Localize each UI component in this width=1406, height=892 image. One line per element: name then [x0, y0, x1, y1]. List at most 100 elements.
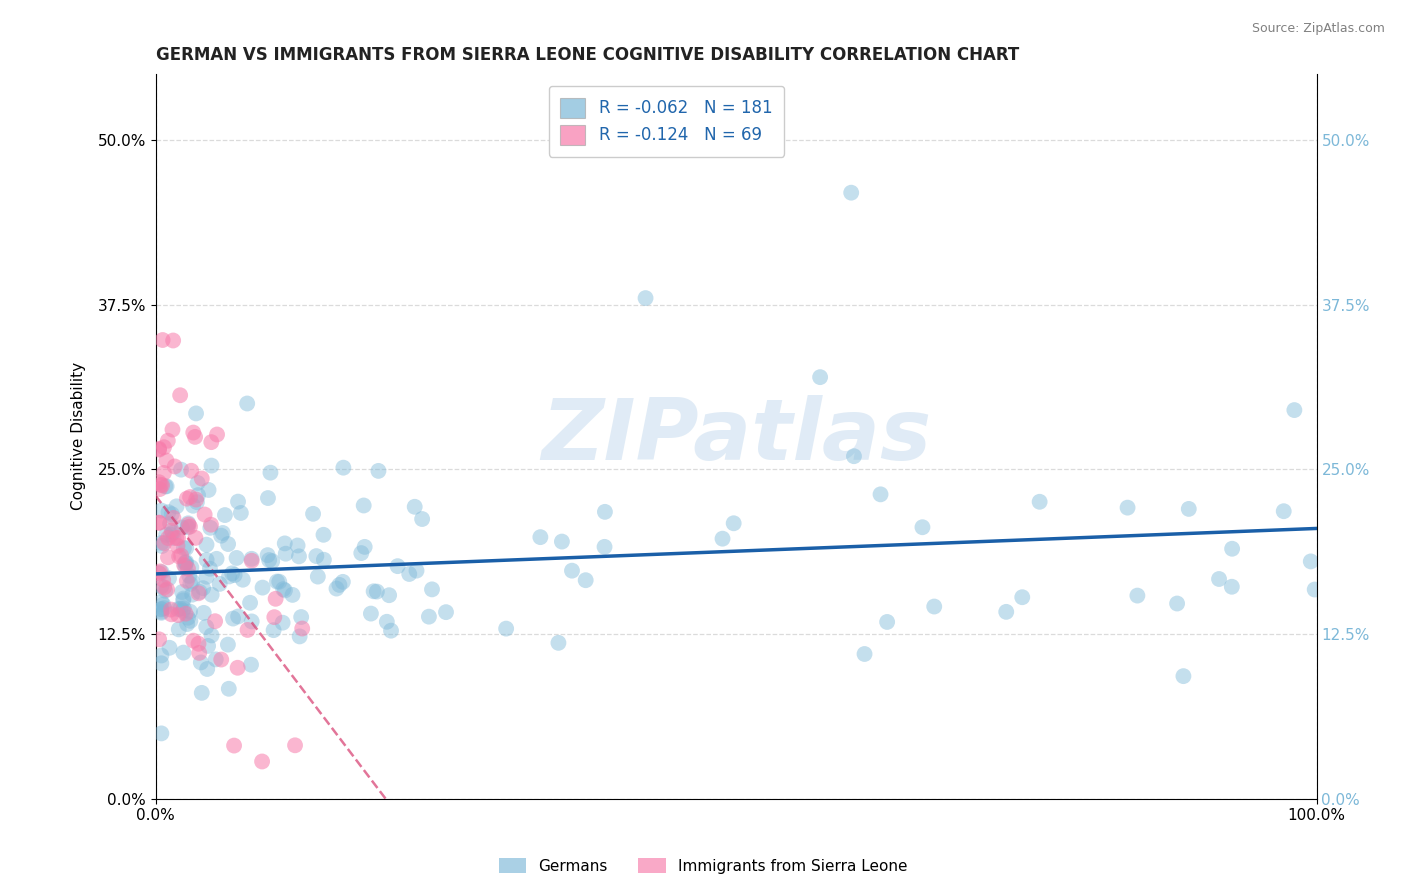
Point [250, 755, 273, 769]
Point [218, 569, 240, 583]
Point [271, 615, 294, 630]
Point [232, 573, 254, 587]
Point [159, 516, 181, 531]
Point [160, 524, 183, 538]
Point [170, 463, 193, 477]
Point [177, 517, 200, 532]
Point [156, 434, 179, 448]
Point [290, 610, 312, 624]
Point [839, 186, 862, 200]
Point [302, 507, 325, 521]
Point [366, 584, 388, 599]
Point [174, 556, 197, 570]
Point [405, 564, 427, 578]
Point [434, 605, 457, 619]
Point [180, 560, 202, 574]
Point [190, 686, 212, 700]
Point [561, 564, 583, 578]
Text: Source: ZipAtlas.com: Source: ZipAtlas.com [1251, 22, 1385, 36]
Point [211, 526, 233, 541]
Point [156, 582, 179, 597]
Point [274, 547, 297, 561]
Point [166, 500, 188, 514]
Point [224, 568, 246, 582]
Point [218, 681, 240, 696]
Point [148, 442, 170, 457]
Point [378, 588, 401, 602]
Point [150, 566, 173, 580]
Point [259, 466, 281, 480]
Point [274, 583, 297, 598]
Point [163, 459, 186, 474]
Point [197, 639, 219, 653]
Point [188, 585, 211, 599]
Point [190, 656, 212, 670]
Point [184, 430, 207, 444]
Point [634, 291, 657, 305]
Point [160, 602, 183, 616]
Point [353, 540, 375, 554]
Point [170, 520, 193, 534]
Point [186, 495, 208, 509]
Point [194, 508, 217, 522]
Point [1272, 504, 1295, 518]
Point [153, 580, 176, 594]
Point [184, 406, 207, 420]
Point [305, 549, 328, 563]
Point [1299, 554, 1322, 568]
Point [264, 591, 287, 606]
Text: ZIPatlas: ZIPatlas [541, 395, 931, 478]
Point [157, 571, 180, 585]
Point [240, 554, 263, 568]
Point [179, 569, 201, 583]
Point [367, 464, 389, 478]
Point [173, 591, 195, 606]
Point [842, 449, 865, 463]
Point [226, 494, 249, 508]
Point [256, 548, 278, 562]
Point [152, 573, 174, 587]
Point [222, 611, 245, 625]
Point [1166, 597, 1188, 611]
Point [198, 562, 221, 576]
Point [181, 425, 204, 440]
Point [162, 531, 184, 545]
Point [176, 491, 198, 506]
Point [287, 539, 309, 553]
Point [162, 511, 184, 525]
Point [153, 466, 176, 480]
Point [183, 633, 205, 648]
Point [288, 629, 311, 643]
Point [332, 460, 354, 475]
Point [187, 637, 209, 651]
Point [152, 333, 174, 347]
Point [853, 647, 876, 661]
Point [217, 638, 239, 652]
Point [363, 584, 385, 599]
Point [157, 531, 180, 545]
Point [1173, 669, 1195, 683]
Point [214, 508, 236, 522]
Point [167, 531, 190, 545]
Point [150, 539, 173, 553]
Point [226, 609, 249, 624]
Point [398, 566, 420, 581]
Point [155, 583, 177, 598]
Point [184, 492, 207, 507]
Point [177, 611, 200, 625]
Point [160, 528, 183, 542]
Point [197, 483, 219, 497]
Point [312, 553, 335, 567]
Point [209, 652, 232, 666]
Point [236, 396, 259, 410]
Point [150, 503, 173, 517]
Point [169, 601, 191, 615]
Point [177, 520, 200, 534]
Point [380, 624, 402, 638]
Point [1116, 500, 1139, 515]
Point [263, 623, 285, 637]
Point [150, 536, 173, 550]
Point [200, 521, 222, 535]
Point [179, 490, 201, 504]
Point [418, 609, 440, 624]
